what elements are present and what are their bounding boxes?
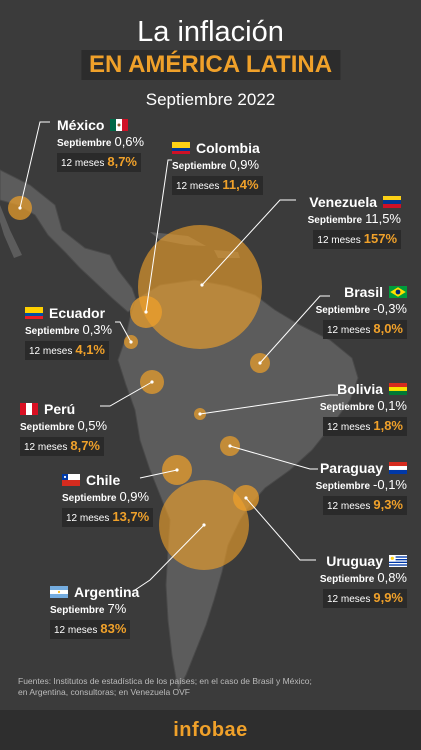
land-south-america bbox=[117, 279, 359, 692]
annual-value: 157% bbox=[363, 231, 397, 247]
sources-note: Fuentes: Institutos de estadística de lo… bbox=[18, 676, 312, 698]
infobae-logo[interactable]: infobae bbox=[173, 719, 248, 741]
country-chile: Chile Septiembre 0,9% 12 meses 13,7% bbox=[62, 471, 154, 527]
annual-value: 4,1% bbox=[75, 342, 105, 358]
bolivia-flag-icon bbox=[389, 383, 407, 396]
annual-value: 11,4% bbox=[222, 177, 259, 193]
annual-value: 1,8% bbox=[373, 418, 403, 434]
annual-value: 9,9% bbox=[373, 590, 403, 606]
leader-chile bbox=[139, 469, 178, 479]
country-peru: Perú Septiembre 0,5% 12 meses 8,7% bbox=[20, 400, 107, 456]
monthly-value: 0,1% bbox=[377, 398, 407, 414]
leader-venezuela bbox=[201, 199, 296, 286]
country-name: Paraguay bbox=[319, 460, 383, 476]
venezuela-flag-icon bbox=[383, 196, 401, 209]
country-name: Argentina bbox=[74, 584, 140, 600]
ecuador-flag-icon bbox=[25, 307, 43, 320]
leader-brasil bbox=[259, 295, 330, 364]
land-baja bbox=[0, 205, 22, 258]
country-name: Perú bbox=[44, 401, 76, 417]
monthly-value: 11,5% bbox=[365, 211, 401, 227]
monthly-value: 7% bbox=[107, 601, 127, 617]
page-subtitle: Septiembre 2022 bbox=[145, 90, 276, 109]
monthly-value: 0,9% bbox=[119, 489, 150, 505]
country-venezuela: Venezuela Septiembre 11,5% 12 meses 157% bbox=[308, 193, 401, 249]
country-name: Venezuela bbox=[309, 194, 377, 210]
country-paraguay: Paraguay Septiembre -0,1% 12 meses 9,3% bbox=[316, 459, 407, 515]
country-name: Bolivia bbox=[337, 381, 383, 397]
annual-value: 8,7% bbox=[107, 154, 137, 170]
annual-value: 8,7% bbox=[70, 438, 100, 454]
leader-colombia bbox=[145, 159, 172, 313]
annual-value: 13,7% bbox=[112, 509, 150, 525]
peru-flag-icon bbox=[20, 403, 38, 416]
country-name: Chile bbox=[86, 472, 121, 488]
paraguay-flag-icon bbox=[389, 462, 407, 475]
page-title: La inflación bbox=[137, 16, 284, 48]
footer: infobae bbox=[0, 710, 421, 750]
leader-ecuador bbox=[115, 321, 132, 343]
country-name: Uruguay bbox=[326, 553, 383, 569]
annual-value: 9,3% bbox=[373, 497, 403, 513]
brasil-flag-icon bbox=[389, 286, 407, 299]
country-name: Brasil bbox=[344, 284, 383, 300]
country-name: México bbox=[57, 117, 105, 133]
land-north bbox=[0, 169, 139, 313]
country-name: Colombia bbox=[196, 140, 260, 156]
annual-value: 8,0% bbox=[373, 321, 403, 337]
monthly-value: 0,8% bbox=[377, 570, 407, 586]
country-colombia: Colombia Septiembre 0,9% 12 meses 11,4% bbox=[172, 139, 263, 195]
monthly-value: 0,3% bbox=[82, 322, 113, 338]
bubble-venezuela bbox=[138, 225, 262, 349]
monthly-value: 0,6% bbox=[114, 134, 145, 150]
annual-value: 83% bbox=[100, 621, 127, 637]
mexico-flag-icon bbox=[110, 119, 129, 132]
leader-uruguay bbox=[245, 497, 316, 561]
country-mexico: México Septiembre 0,6% 12 meses 8,7% bbox=[57, 116, 144, 172]
monthly-value: 0,5% bbox=[77, 418, 108, 434]
chile-flag-icon bbox=[62, 474, 80, 487]
country-bolivia: Bolivia Septiembre 0,1% 12 meses 1,8% bbox=[320, 380, 407, 436]
country-name: Ecuador bbox=[49, 305, 106, 321]
leader-bolivia bbox=[199, 394, 338, 415]
leader-argentina bbox=[134, 524, 205, 591]
leader-peru bbox=[100, 381, 153, 407]
country-ecuador: Ecuador Septiembre 0,3% 12 meses 4,1% bbox=[25, 304, 112, 360]
monthly-value: -0,3% bbox=[373, 301, 407, 317]
country-argentina: Argentina Septiembre 7% 12 meses 83% bbox=[50, 583, 139, 639]
country-brasil: Brasil Septiembre -0,3% 12 meses 8,0% bbox=[316, 283, 407, 339]
monthly-value: 0,9% bbox=[229, 157, 260, 173]
colombia-flag-icon bbox=[172, 142, 190, 155]
page-title-highlight: EN AMÉRICA LATINA bbox=[80, 50, 341, 80]
leader-paraguay bbox=[229, 445, 318, 470]
country-uruguay: Uruguay Septiembre 0,8% 12 meses 9,9% bbox=[320, 552, 407, 608]
argentina-flag-icon bbox=[50, 586, 68, 599]
leader-mexico bbox=[19, 121, 50, 209]
monthly-value: -0,1% bbox=[373, 477, 407, 493]
uruguay-flag-icon bbox=[389, 555, 407, 568]
